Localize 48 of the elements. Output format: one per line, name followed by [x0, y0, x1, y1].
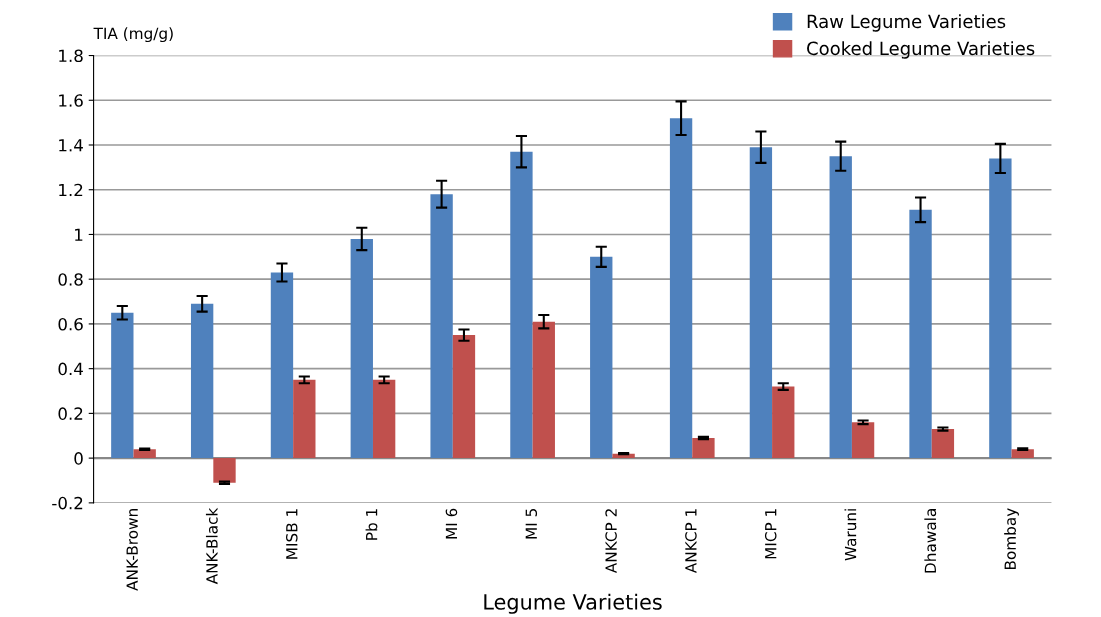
- y-tick-label: 1.6: [59, 94, 83, 107]
- bar: [111, 312, 134, 459]
- y-tick-label: 0.2: [58, 407, 83, 420]
- x-tick-label: Waruni: [844, 509, 857, 561]
- bar: [909, 209, 932, 459]
- y-tick-label: 0: [74, 452, 83, 465]
- x-tick-label: Dhawala: [924, 509, 937, 573]
- y-tick-label: 1.4: [59, 139, 83, 152]
- bar: [452, 335, 476, 459]
- bar: [772, 386, 795, 459]
- bar: [532, 321, 555, 459]
- x-tick-label: MISB 1: [286, 509, 298, 559]
- y-tick-label: 1.2: [59, 183, 83, 197]
- x-tick-label: ANK-Black: [205, 507, 218, 585]
- bar: [190, 303, 214, 459]
- bar: [213, 458, 236, 483]
- y-tick-label: 1.8: [59, 49, 83, 63]
- x-tick-label: Bombay: [1004, 508, 1019, 570]
- x-tick-label: ANK-Brown: [126, 509, 138, 591]
- bar: [590, 256, 613, 459]
- x-tick-label: MI 6: [445, 508, 458, 539]
- bar: [293, 379, 316, 459]
- bar: [430, 194, 453, 459]
- y-tick-label: 0.6: [58, 317, 83, 331]
- x-tick-label: MI 5: [525, 509, 538, 539]
- bar: [270, 272, 294, 459]
- x-tick-label: ANKCP 2: [605, 509, 617, 574]
- bar: [851, 422, 875, 459]
- x-tick-label: Pb 1: [365, 509, 378, 540]
- bar: [692, 437, 715, 459]
- x-tick-label: MICP 1: [764, 509, 777, 559]
- bar: [510, 151, 533, 459]
- y-tick-label: 1: [75, 228, 83, 241]
- x-tick-label: ANKCP 1: [685, 509, 697, 574]
- x-axis-title: Legume Varieties: [484, 593, 662, 614]
- bar: [931, 429, 955, 459]
- y-axis-title: TIA (mg/g): [93, 27, 173, 43]
- bar: [669, 118, 693, 459]
- bar: [350, 238, 373, 459]
- legend-label: Cooked Legume Varieties: [807, 41, 1035, 59]
- bar: [829, 156, 852, 459]
- bar: [989, 158, 1012, 459]
- y-tick-label: 0.8: [58, 273, 83, 286]
- legend-label: Raw Legume Varieties: [807, 14, 1006, 32]
- y-tick-label: -0.2: [52, 496, 83, 510]
- bar: [372, 379, 396, 459]
- bar: [749, 147, 773, 459]
- y-tick-label: 0.4: [58, 362, 83, 376]
